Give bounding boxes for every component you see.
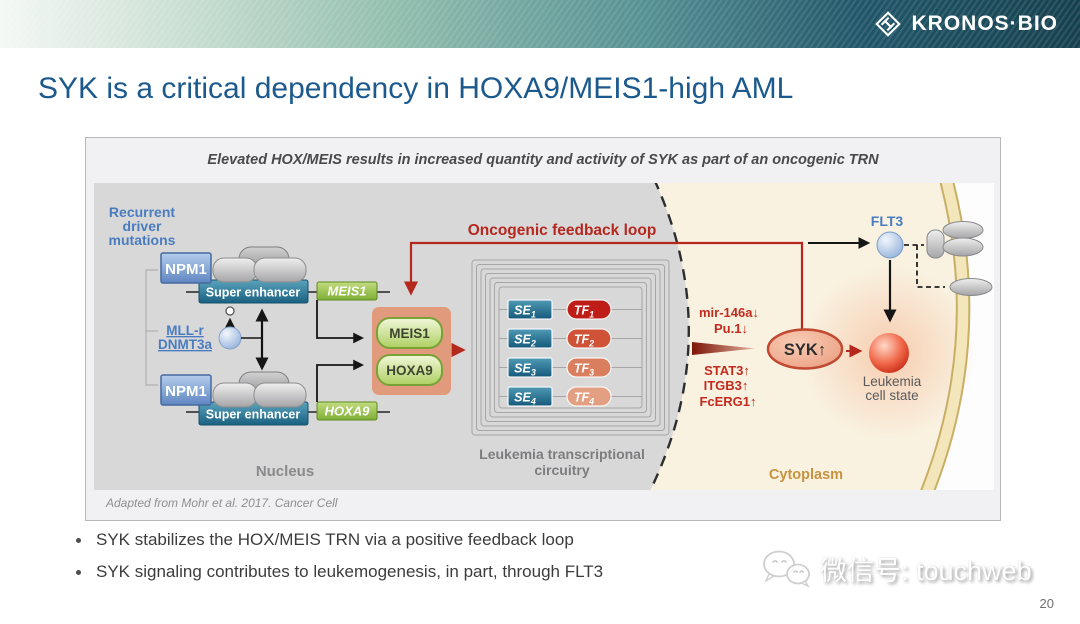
flt3-label: FLT3 (871, 213, 904, 229)
nucleus-label: Nucleus (256, 463, 314, 480)
flt3-membrane-dashed-links (904, 244, 945, 288)
syk-label: SYK↑ (784, 341, 826, 359)
page-title: SYK is a critical dependency in HOXA9/ME… (38, 72, 794, 105)
figure-panel: Elevated HOX/MEIS results in increased q… (85, 137, 1001, 521)
se3-box (507, 357, 553, 378)
bullet-list: SYK stabilizes the HOX/MEIS TRN via a po… (70, 530, 603, 594)
mutations-label-line3: mutations (109, 232, 176, 248)
bullet-dot (76, 538, 81, 543)
figure-caption: Elevated HOX/MEIS results in increased q… (207, 152, 879, 168)
membrane-protein-top (942, 221, 984, 239)
protein-blob-left-top (212, 257, 258, 283)
mutations-bracket (145, 269, 158, 386)
syk-ellipse (766, 328, 844, 370)
svg-text:TF1: TF1 (574, 304, 594, 320)
meis1-gene-box (316, 281, 378, 301)
circuit-tf-pills: TF1 TF2 TF3 TF4 (566, 299, 612, 407)
hoxa9-gene-label: HOXA9 (325, 404, 371, 419)
membrane-protein-middle (942, 237, 984, 257)
brand-lockup: KRONOS·BIO (873, 0, 1059, 48)
bullet-dot (76, 570, 81, 575)
circuit-label-line2: circuitry (534, 462, 589, 478)
stat3-label: STAT3↑ (704, 363, 750, 378)
pathway-diagram: Recurrent driver mutations NPM1 Super en… (90, 173, 994, 498)
leukemia-cell-sphere (869, 333, 909, 373)
mir146a-label: mir-146a↓ (699, 305, 759, 320)
npm1-top-label: NPM1 (165, 261, 207, 278)
signal-wedge (692, 342, 755, 355)
tf1-pill (566, 299, 612, 320)
mutations-label-line2: driver (123, 218, 162, 234)
flt3-sphere (876, 231, 904, 259)
wechat-icon (763, 550, 810, 588)
mll-protein-sphere (218, 326, 242, 350)
watermark: 微信号: touchweb (760, 548, 1032, 588)
membrane-protein-stub (926, 229, 945, 259)
kronos-bio-logo-icon (874, 11, 901, 37)
bullet-item: SYK stabilizes the HOX/MEIS TRN via a po… (70, 530, 603, 550)
super-enhancer-bottom-label: Super enhancer (206, 408, 301, 422)
se4-box (507, 386, 553, 407)
se2-box (507, 328, 553, 349)
hoxa9-gene-box (316, 401, 378, 421)
meis1-gene-label: MEIS1 (327, 284, 366, 299)
meis1-to-complex-arrow (316, 300, 365, 344)
feedback-loop-label: Oncogenic feedback loop (468, 222, 657, 239)
tf3-pill (566, 357, 612, 378)
meis1-pill-label: MEIS1 (389, 326, 430, 341)
svg-text:SE4: SE4 (514, 391, 536, 407)
figure-diagram: Recurrent driver mutations NPM1 Super en… (90, 173, 994, 498)
nuclear-envelope-dashed (647, 178, 690, 494)
brand-name: KRONOS·BIO (911, 12, 1058, 35)
hoxa9-pill-label: HOXA9 (386, 363, 433, 378)
bullet-item: SYK signaling contributes to leukemogene… (70, 562, 603, 582)
protein-blob-right-bottom (253, 382, 307, 408)
mll-label: MLL-r (166, 323, 204, 338)
dnmt3a-label: DNMT3a (158, 337, 212, 352)
svg-text:TF3: TF3 (574, 362, 594, 378)
cytoplasm-label: Cytoplasm (769, 467, 843, 483)
bullet-text: SYK signaling contributes to leukemogene… (96, 562, 604, 581)
npm1-bottom-label: NPM1 (165, 383, 207, 400)
circuit-label-line1: Leukemia transcriptional (479, 446, 645, 462)
protein-blob-right-top (253, 257, 307, 283)
svg-text:SE2: SE2 (514, 333, 536, 349)
fcerg1-label: FcERG1↑ (699, 394, 756, 409)
svg-text:SE1: SE1 (514, 304, 536, 320)
super-enhancer-top-label: Super enhancer (206, 286, 301, 300)
leukemia-state-line1: Leukemia (863, 374, 922, 389)
npm1-box-top (160, 252, 212, 284)
feedback-loop-line (403, 241, 804, 329)
svg-text:TF4: TF4 (574, 391, 594, 407)
protein-blob-left-bottom (212, 382, 258, 408)
bullet-text: SYK stabilizes the HOX/MEIS TRN via a po… (96, 530, 574, 549)
membrane-protein-lower (949, 278, 993, 296)
circuit-nested-rects (471, 259, 670, 436)
super-enhancer-bar-top (198, 279, 309, 304)
se1-box (507, 299, 553, 320)
leukemia-state-line2: cell state (865, 388, 918, 403)
circuit-se-boxes: SE1 SE2 SE3 SE4 (507, 299, 553, 407)
npm1-box-bottom (160, 374, 212, 406)
figure-credit: Adapted from Mohr et al. 2017. Cancer Ce… (106, 496, 338, 510)
itgb3-label: ITGB3↑ (704, 378, 749, 393)
hoxa9-to-complex-arrow (316, 359, 365, 402)
brand-bar: KRONOS·BIO (0, 0, 1080, 48)
tf2-pill (566, 328, 612, 349)
lollipop-head (225, 306, 235, 316)
meis1-pill (376, 317, 443, 349)
svg-text:SE3: SE3 (514, 362, 536, 378)
page-number: 20 (1039, 596, 1054, 611)
watermark-text: 微信号: touchweb (820, 555, 1032, 586)
svg-text:TF2: TF2 (574, 333, 594, 349)
hoxa9-pill (376, 354, 443, 386)
tf4-pill (566, 386, 612, 407)
cell-membrane (921, 173, 969, 497)
mutations-label-line1: Recurrent (109, 204, 175, 220)
pu1-label: Pu.1↓ (714, 321, 748, 336)
